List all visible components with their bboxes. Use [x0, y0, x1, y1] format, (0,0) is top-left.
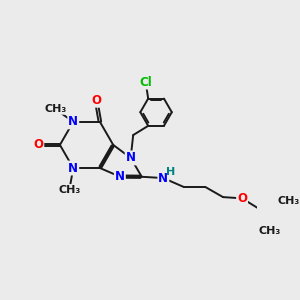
Text: N: N — [126, 152, 136, 164]
Text: O: O — [237, 192, 247, 205]
Text: N: N — [158, 172, 168, 184]
Text: CH₃: CH₃ — [44, 104, 67, 114]
Text: CH₃: CH₃ — [259, 226, 281, 236]
Text: O: O — [91, 94, 101, 107]
Text: N: N — [68, 115, 78, 128]
Text: N: N — [68, 161, 78, 175]
Text: CH₃: CH₃ — [278, 196, 300, 206]
Text: H: H — [166, 167, 175, 178]
Text: Cl: Cl — [139, 76, 152, 88]
Text: N: N — [115, 170, 125, 183]
Text: CH₃: CH₃ — [58, 184, 81, 195]
Text: O: O — [33, 138, 43, 152]
